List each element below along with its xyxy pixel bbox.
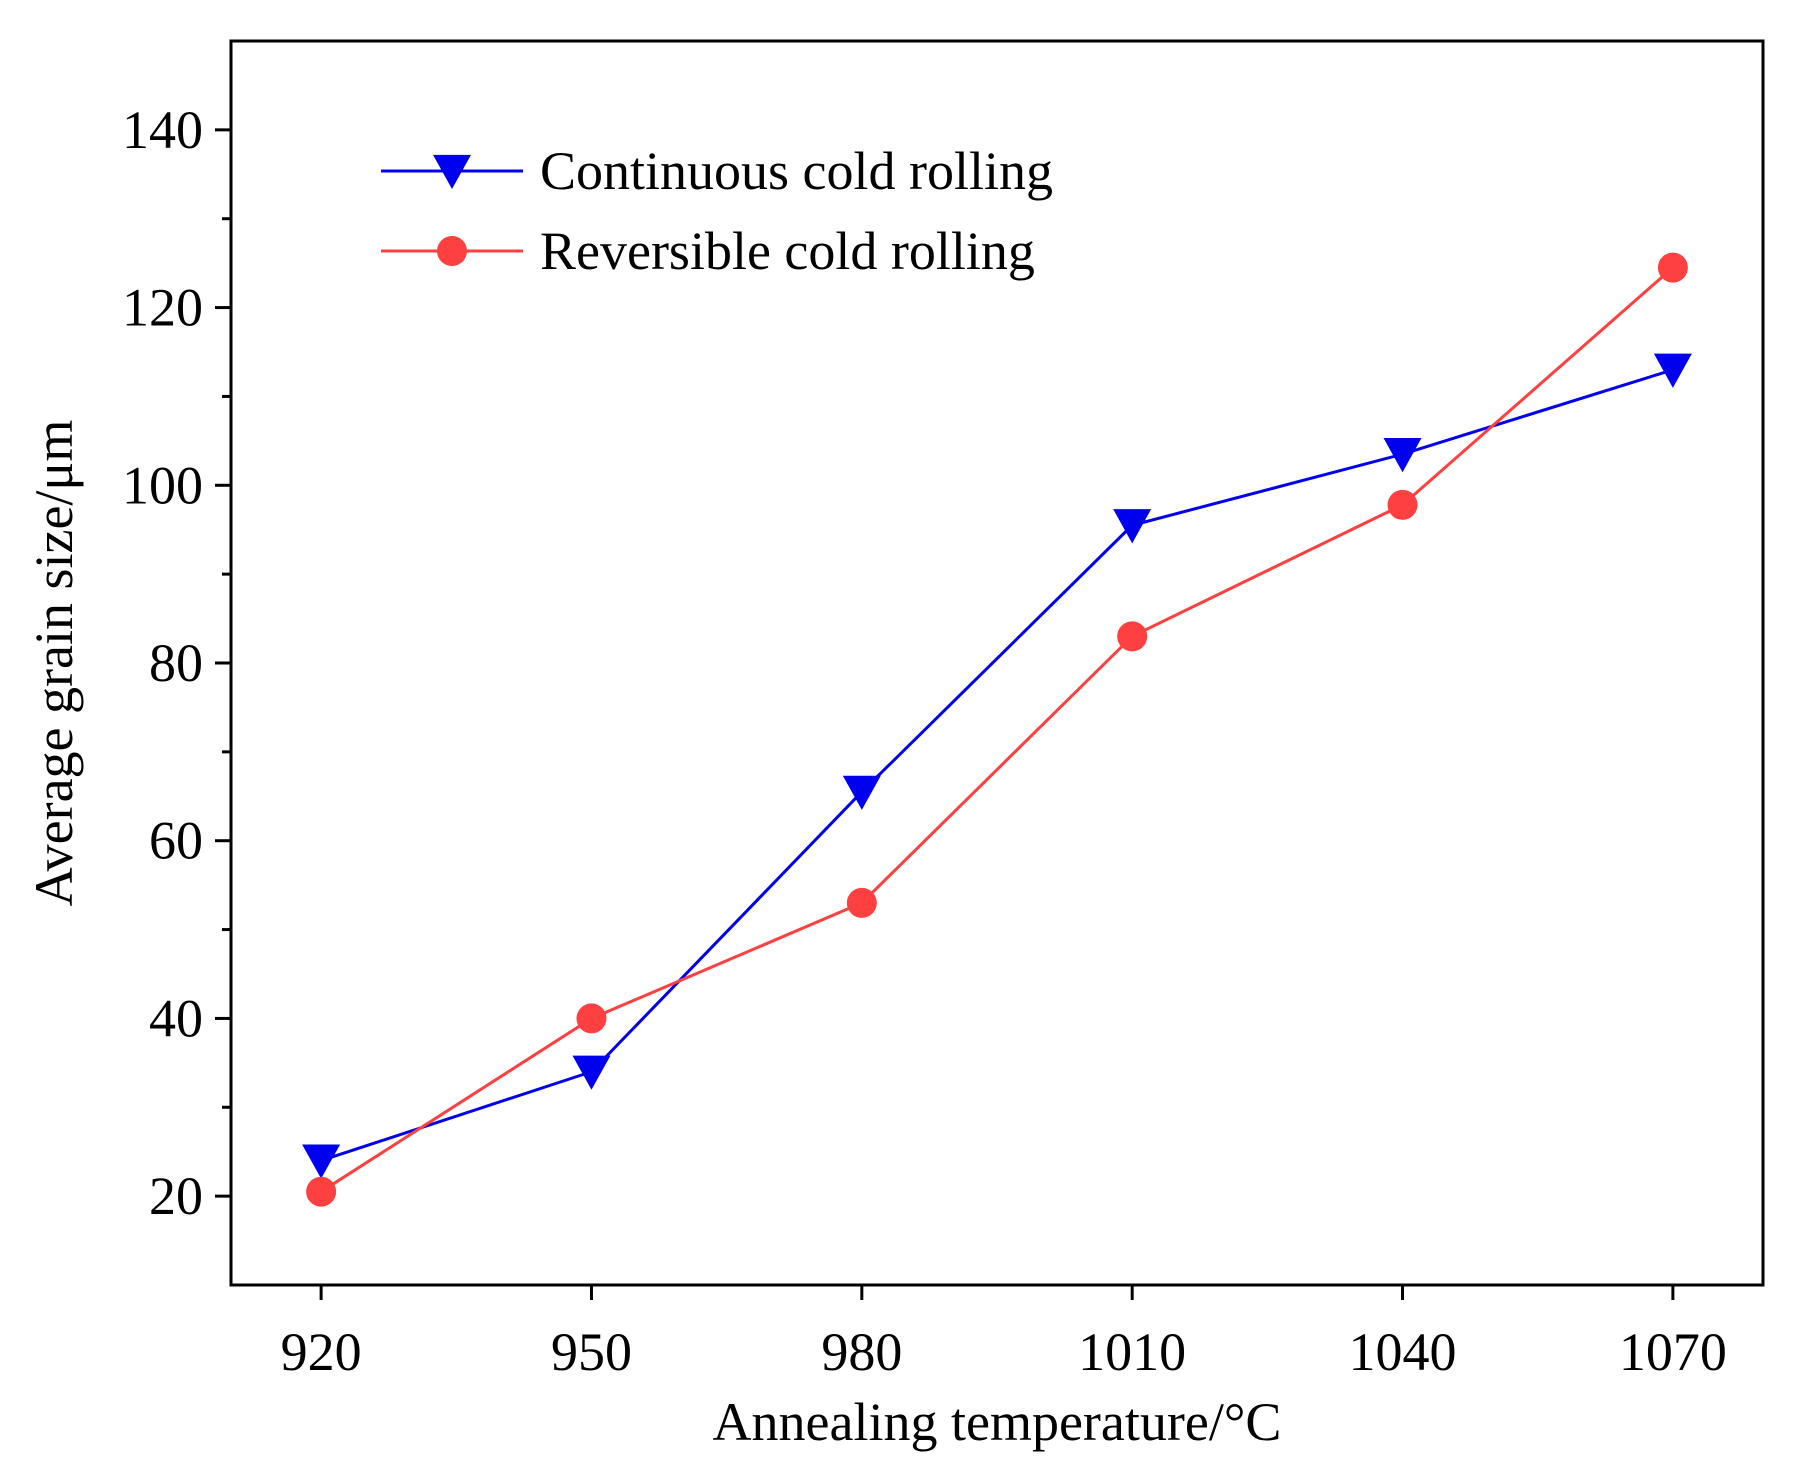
data-point	[576, 1003, 607, 1034]
data-point	[1387, 489, 1418, 520]
y-tick-label: 60	[149, 811, 203, 871]
data-point	[1117, 621, 1148, 652]
legend-marker	[433, 154, 471, 190]
x-axis-title: Annealing temperature/°C	[713, 1392, 1282, 1452]
y-tick-label: 80	[149, 633, 203, 693]
data-point	[842, 775, 881, 810]
legend-label: Continuous cold rolling	[540, 141, 1053, 201]
y-tick-label: 20	[149, 1166, 203, 1226]
data-point	[306, 1176, 337, 1207]
legend-label: Reversible cold rolling	[540, 221, 1035, 281]
legend-entry: Continuous cold rolling	[381, 141, 1053, 201]
x-tick-label: 1040	[1349, 1322, 1457, 1382]
series-layer	[302, 252, 1692, 1207]
y-axis-title: Average grain size/μm	[24, 420, 84, 907]
legend: Continuous cold rolling Reversible cold r…	[381, 141, 1053, 281]
y-tick-label: 140	[122, 100, 203, 160]
data-point	[1653, 353, 1692, 388]
y-tick-label: 100	[122, 455, 203, 515]
data-point	[1113, 509, 1152, 544]
series-continuous	[302, 353, 1692, 1179]
y-tick-label: 40	[149, 988, 203, 1048]
data-point	[846, 887, 877, 918]
series-line	[320, 266, 1674, 1193]
x-tick-label: 920	[281, 1322, 362, 1382]
y-tick-label: 120	[122, 278, 203, 338]
data-point	[302, 1144, 341, 1179]
data-point	[1657, 252, 1688, 283]
x-tick-label: 980	[821, 1322, 902, 1382]
axis-layer: 920 950 980 1010 1040 1070 20 40 60 80 100 120 140	[122, 100, 1727, 1382]
data-point	[1383, 438, 1422, 473]
data-point	[572, 1055, 611, 1090]
legend-marker	[437, 236, 467, 266]
legend-entry: Reversible cold rolling	[381, 221, 1035, 281]
series-line	[320, 368, 1674, 1163]
x-tick-label: 1010	[1078, 1322, 1186, 1382]
series-reversible	[306, 252, 1688, 1207]
x-tick-label: 1070	[1619, 1322, 1727, 1382]
x-tick-label: 950	[551, 1322, 632, 1382]
